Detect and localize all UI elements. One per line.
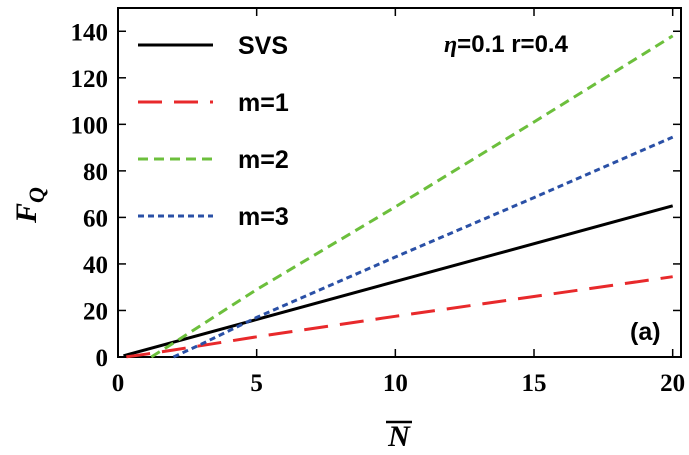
panel-label: (a)	[630, 318, 661, 346]
legend-label: m=2	[238, 146, 289, 174]
series-m2-line	[150, 34, 674, 359]
plot-frame	[117, 7, 682, 358]
legend: SVS m=1 m=2 m=3	[138, 32, 289, 231]
x-tick-label: 15	[522, 370, 547, 397]
y-tick-label: 40	[83, 252, 108, 279]
axis-ticks: 0 5 10 15 20 0 20 40 60 80 100 120 140	[71, 8, 685, 397]
y-tick-label: 80	[83, 159, 108, 186]
y-axis-label-sub: Q	[24, 187, 49, 203]
x-axis-label: N	[387, 420, 411, 453]
y-tick-label: 20	[83, 298, 108, 325]
legend-label: m=1	[238, 89, 289, 117]
parameter-annotation: η=0.1 r=0.4	[444, 31, 569, 58]
y-tick-label: 140	[71, 19, 109, 46]
x-tick-label: 20	[660, 370, 685, 397]
parameter-values: =0.1 r=0.4	[457, 31, 568, 58]
x-tick-label: 10	[383, 370, 408, 397]
x-tick-label: 0	[112, 370, 125, 397]
y-tick-label: 60	[83, 205, 108, 232]
legend-label: m=3	[238, 203, 289, 231]
y-axis-label: FQ	[10, 187, 49, 224]
series-layer	[123, 34, 674, 359]
series-m1-line	[126, 275, 673, 359]
y-axis-label-main: F	[10, 203, 43, 224]
x-tick-label: 5	[250, 370, 263, 397]
series-m3-line	[172, 135, 674, 359]
y-tick-label: 100	[71, 112, 109, 139]
eta-symbol: η	[444, 32, 457, 58]
y-tick-label: 120	[71, 66, 109, 93]
series-svs-line	[123, 204, 674, 358]
legend-label: SVS	[238, 32, 288, 60]
y-tick-label: 0	[96, 345, 109, 372]
